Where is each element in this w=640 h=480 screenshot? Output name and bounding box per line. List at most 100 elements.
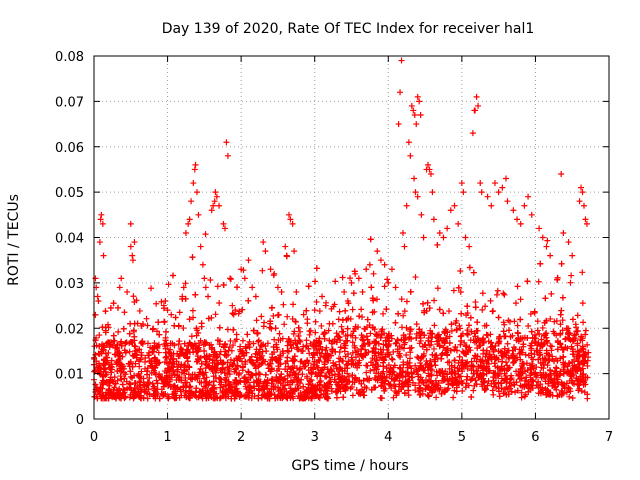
data-point <box>560 353 567 360</box>
data-point <box>543 243 550 250</box>
data-point <box>507 333 514 340</box>
data-point <box>364 375 371 382</box>
data-point <box>342 342 349 349</box>
data-point <box>398 336 405 343</box>
data-point <box>106 364 113 371</box>
data-point <box>97 216 104 223</box>
data-point <box>252 365 259 372</box>
data-point <box>209 365 216 372</box>
data-point <box>450 287 457 294</box>
data-point <box>397 353 404 360</box>
data-point <box>262 371 269 378</box>
data-point <box>276 330 283 337</box>
data-point <box>491 370 498 377</box>
data-point <box>384 351 391 358</box>
data-point <box>114 341 121 348</box>
data-point <box>278 288 285 295</box>
data-point <box>219 388 226 395</box>
data-point <box>96 239 103 246</box>
data-point <box>424 392 431 399</box>
data-point <box>122 371 129 378</box>
data-point <box>180 383 187 390</box>
data-point <box>313 265 320 272</box>
data-point <box>392 340 399 347</box>
data-point <box>328 388 335 395</box>
data-point <box>446 339 453 346</box>
data-point <box>328 305 335 312</box>
data-point <box>323 373 330 380</box>
data-point <box>201 275 208 282</box>
data-point <box>485 377 492 384</box>
data-point <box>138 352 145 359</box>
data-point <box>230 342 237 349</box>
data-point <box>567 279 574 286</box>
data-point <box>543 347 550 354</box>
data-point <box>277 352 284 359</box>
data-point <box>136 346 143 353</box>
data-point <box>253 317 260 324</box>
data-point <box>237 378 244 385</box>
data-point <box>493 384 500 391</box>
data-point <box>243 378 250 385</box>
data-point <box>202 284 209 291</box>
data-point <box>148 363 155 370</box>
data-point <box>580 370 587 377</box>
data-point <box>176 309 183 316</box>
data-point <box>178 346 185 353</box>
data-point <box>582 216 589 223</box>
data-point <box>380 310 387 317</box>
data-point <box>245 297 252 304</box>
data-point <box>144 322 151 329</box>
data-point <box>210 378 217 385</box>
data-point <box>223 352 230 359</box>
data-point <box>518 394 525 401</box>
data-point <box>444 329 451 336</box>
data-point <box>318 369 325 376</box>
data-point <box>246 344 253 351</box>
data-point <box>580 351 587 358</box>
data-point <box>164 393 171 400</box>
data-point <box>396 342 403 349</box>
data-point <box>204 387 211 394</box>
data-point <box>268 380 275 387</box>
data-point <box>527 366 534 373</box>
data-point <box>213 354 220 361</box>
data-point <box>191 166 198 173</box>
data-point <box>245 368 252 375</box>
data-point <box>383 374 390 381</box>
data-point <box>557 368 564 375</box>
data-point <box>187 390 194 397</box>
data-point <box>408 344 415 351</box>
data-point <box>260 239 267 246</box>
data-point <box>175 323 182 330</box>
data-point <box>395 388 402 395</box>
data-point <box>557 341 564 348</box>
data-point <box>301 363 308 370</box>
data-point <box>369 355 376 362</box>
data-point <box>582 327 589 334</box>
data-point <box>507 382 514 389</box>
data-point <box>258 394 265 401</box>
y-tick-label: 0.08 <box>55 50 84 65</box>
data-point <box>514 387 521 394</box>
data-point <box>253 346 260 353</box>
data-point <box>386 381 393 388</box>
data-point <box>468 376 475 383</box>
data-point <box>192 291 199 298</box>
data-point <box>446 375 453 382</box>
data-point <box>423 382 430 389</box>
x-tick-label: 7 <box>605 430 613 445</box>
data-point <box>130 327 137 334</box>
data-point <box>163 340 170 347</box>
data-point <box>531 351 538 358</box>
data-point <box>378 395 385 402</box>
data-point <box>460 349 467 356</box>
data-point <box>168 311 175 318</box>
data-point <box>320 353 327 360</box>
data-point <box>424 299 431 306</box>
data-point <box>579 343 586 350</box>
data-point <box>344 325 351 332</box>
data-point <box>582 331 589 338</box>
data-point <box>349 372 356 379</box>
